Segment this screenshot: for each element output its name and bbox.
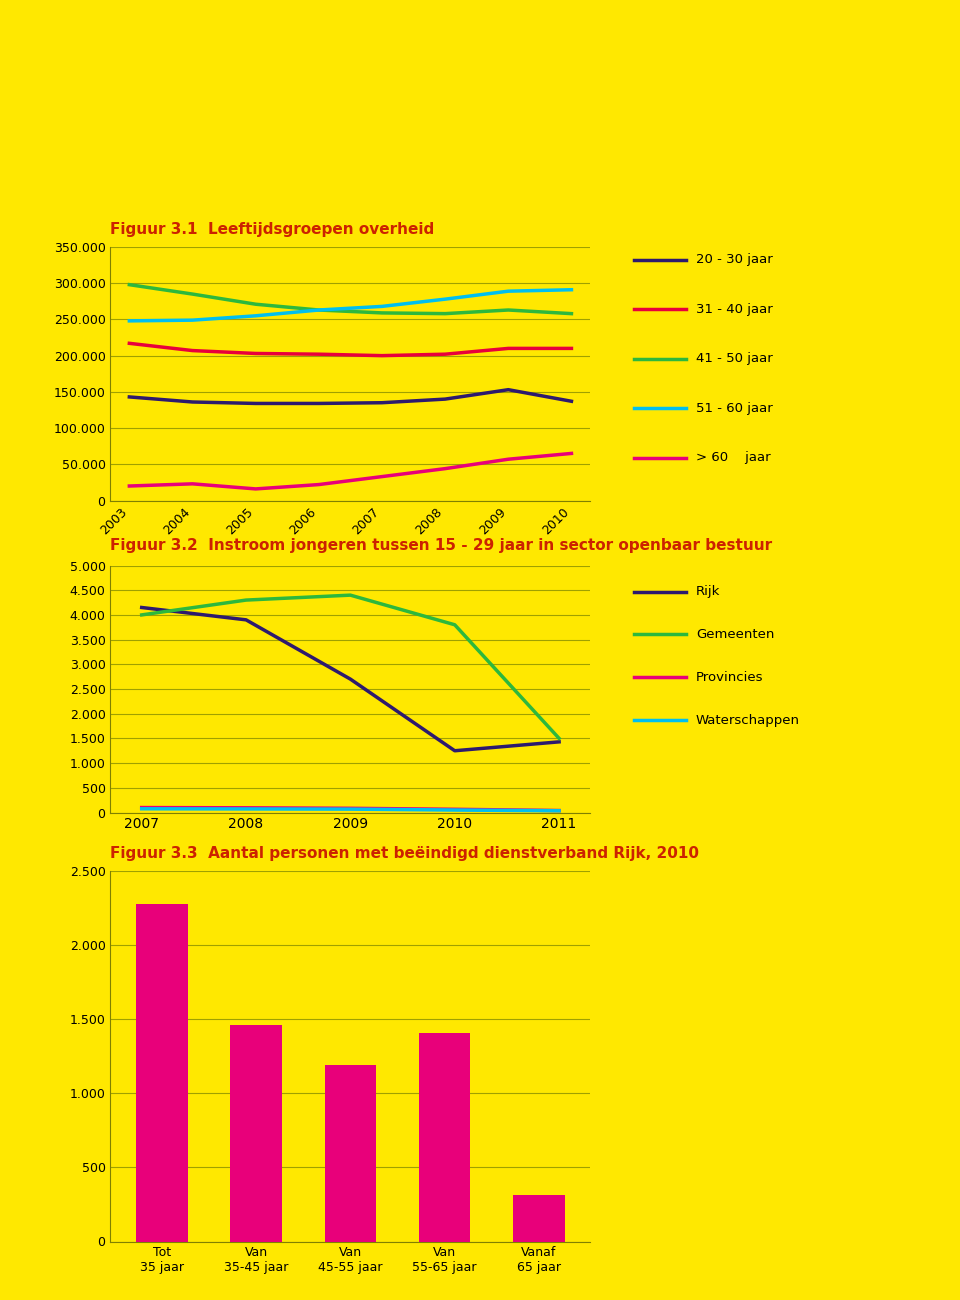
Text: > 60    jaar: > 60 jaar <box>696 451 771 464</box>
Text: Waterschappen: Waterschappen <box>696 714 800 727</box>
Text: Figuur 3.1  Leeftijdsgroepen overheid: Figuur 3.1 Leeftijdsgroepen overheid <box>110 221 435 237</box>
Text: Rijk: Rijk <box>696 585 720 598</box>
Bar <box>419 1032 470 1242</box>
Bar <box>136 903 188 1242</box>
Bar <box>513 1195 564 1242</box>
Bar <box>324 1065 376 1242</box>
Text: Provincies: Provincies <box>696 671 763 684</box>
Text: 41 - 50 jaar: 41 - 50 jaar <box>696 352 773 365</box>
Text: 51 - 60 jaar: 51 - 60 jaar <box>696 402 773 415</box>
Text: 20 - 30 jaar: 20 - 30 jaar <box>696 254 773 266</box>
Bar <box>230 1026 282 1242</box>
Text: Figuur 3.2  Instroom jongeren tussen 15 - 29 jaar in sector openbaar bestuur: Figuur 3.2 Instroom jongeren tussen 15 -… <box>110 537 773 552</box>
Text: Gemeenten: Gemeenten <box>696 628 775 641</box>
Text: 31 - 40 jaar: 31 - 40 jaar <box>696 303 773 316</box>
Text: Figuur 3.3  Aantal personen met beëindigd dienstverband Rijk, 2010: Figuur 3.3 Aantal personen met beëindigd… <box>110 845 700 861</box>
